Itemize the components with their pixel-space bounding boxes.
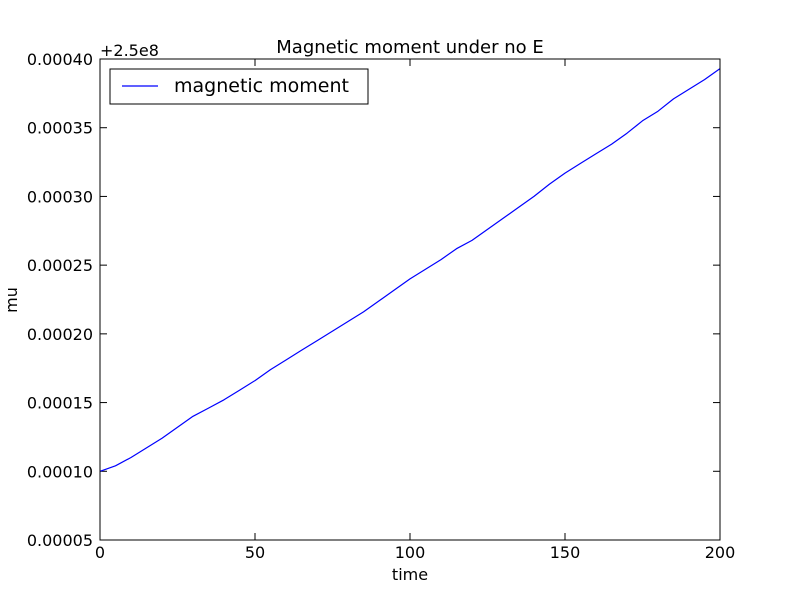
y-axis-offset-label: +2.5e8 [100, 41, 159, 60]
plot-frame [99, 58, 721, 541]
y-tick-label: 0.00035 [27, 119, 93, 138]
axis-tick-labels: 0 50 100 150 200 0.00005 0.00010 0.00015… [27, 50, 735, 562]
x-tick-label: 150 [550, 543, 581, 562]
legend-label: magnetic moment [174, 75, 349, 97]
y-axis-label: mu [2, 287, 21, 313]
x-axis-label: time [392, 565, 428, 584]
y-tick-label: 0.00020 [27, 325, 93, 344]
y-tick-label: 0.00010 [27, 462, 93, 481]
y-tick-label: 0.00030 [27, 187, 93, 206]
y-tick-label: 0.00040 [27, 50, 93, 69]
x-tick-label: 200 [705, 543, 736, 562]
y-tick-label: 0.00005 [27, 531, 93, 550]
legend: magnetic moment [109, 68, 369, 105]
chart-title: Magnetic moment under no E [276, 37, 543, 58]
x-tick-label: 50 [245, 543, 265, 562]
y-tick-label: 0.00015 [27, 394, 93, 413]
x-tick-label: 0 [95, 543, 105, 562]
series-line-magnetic-moment [99, 68, 721, 472]
x-tick-label: 100 [395, 543, 426, 562]
y-tick-label: 0.00025 [27, 256, 93, 275]
